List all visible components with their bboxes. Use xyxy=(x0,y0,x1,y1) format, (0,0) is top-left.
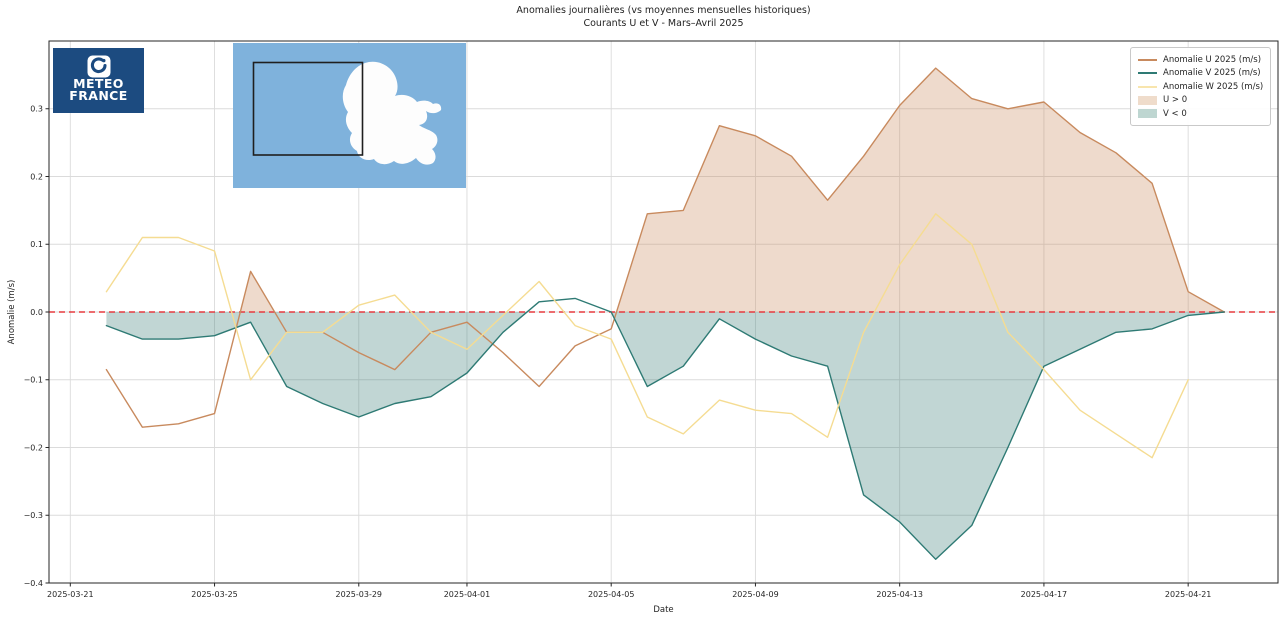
v-negative-fill-swatch-icon xyxy=(1138,109,1157,119)
svg-text:2025-03-25: 2025-03-25 xyxy=(191,590,238,599)
chart-title: Anomalies journalières (vs moyennes mens… xyxy=(516,5,811,16)
martinique-map-inset xyxy=(233,43,466,188)
meteo-france-crescent-icon xyxy=(87,55,110,78)
y-axis-label: Anomalie (m/s) xyxy=(7,279,17,345)
svg-text:2025-04-01: 2025-04-01 xyxy=(444,590,491,599)
legend-item-u-positive-fill: U > 0 xyxy=(1138,94,1263,108)
svg-text:2025-03-29: 2025-03-29 xyxy=(336,590,383,599)
svg-text:0.1: 0.1 xyxy=(30,240,43,249)
anomalie-w-line-swatch-icon xyxy=(1138,85,1157,88)
svg-text:0.2: 0.2 xyxy=(30,172,43,181)
legend-item-anomalie-v: Anomalie V 2025 (m/s) xyxy=(1138,67,1263,81)
study-zone-selection-box xyxy=(252,61,364,156)
logo-text-line1: METEO xyxy=(73,76,124,91)
legend-item-anomalie-u: Anomalie U 2025 (m/s) xyxy=(1138,53,1263,67)
svg-text:−0.4: −0.4 xyxy=(24,579,43,588)
svg-text:2025-04-05: 2025-04-05 xyxy=(588,590,635,599)
chart-legend: Anomalie U 2025 (m/s) Anomalie V 2025 (m… xyxy=(1130,47,1271,126)
chart-subtitle: Courants U et V - Mars–Avril 2025 xyxy=(583,18,744,29)
u-positive-fill-swatch-icon xyxy=(1138,95,1157,105)
logo-text-line2: FRANCE xyxy=(69,87,128,103)
svg-text:0.0: 0.0 xyxy=(30,308,43,317)
legend-label: Anomalie W 2025 (m/s) xyxy=(1163,81,1264,92)
x-axis-label: Date xyxy=(653,605,674,615)
svg-text:−0.2: −0.2 xyxy=(24,443,43,452)
svg-text:0.3: 0.3 xyxy=(30,105,43,114)
legend-label: Anomalie V 2025 (m/s) xyxy=(1163,68,1261,79)
svg-text:2025-04-09: 2025-04-09 xyxy=(732,590,779,599)
svg-text:−0.3: −0.3 xyxy=(24,511,43,520)
legend-item-anomalie-w: Anomalie W 2025 (m/s) xyxy=(1138,80,1263,94)
svg-text:2025-04-21: 2025-04-21 xyxy=(1165,590,1212,599)
legend-item-v-negative-fill: V < 0 xyxy=(1138,107,1263,121)
svg-text:2025-04-13: 2025-04-13 xyxy=(876,590,923,599)
svg-text:2025-04-17: 2025-04-17 xyxy=(1021,590,1068,599)
legend-label: U > 0 xyxy=(1163,95,1188,106)
svg-text:2025-03-21: 2025-03-21 xyxy=(47,590,94,599)
legend-label: Anomalie U 2025 (m/s) xyxy=(1163,54,1262,65)
martinique-island-shape xyxy=(342,61,442,165)
meteo-france-logo: METEO FRANCE xyxy=(53,48,144,113)
anomalie-u-line-swatch-icon xyxy=(1138,58,1157,61)
svg-text:−0.1: −0.1 xyxy=(24,376,43,385)
legend-label: V < 0 xyxy=(1163,108,1187,119)
anomalie-v-line-swatch-icon xyxy=(1138,72,1157,75)
